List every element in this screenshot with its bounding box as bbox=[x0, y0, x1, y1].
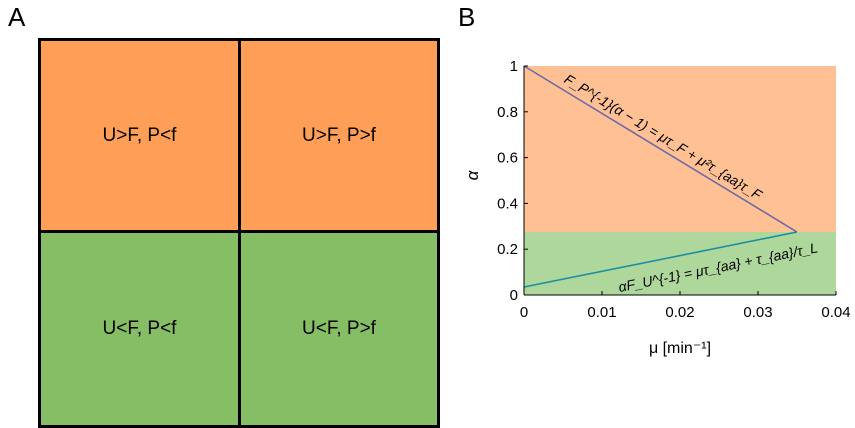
quadrant-top-left-label: U>F, P<f bbox=[102, 124, 177, 146]
quadrant-grid: U>F, P<f U>F, P>f U<F, P<f U<F, P>f bbox=[38, 38, 440, 428]
x-axis-label: μ [min⁻¹] bbox=[649, 340, 711, 357]
x-tick-label: 0.04 bbox=[821, 304, 850, 321]
x-tick-label: 0.01 bbox=[587, 304, 616, 321]
y-tick-label: 0 bbox=[510, 287, 518, 304]
x-tick-label: 0.02 bbox=[665, 304, 694, 321]
quadrant-bottom-left: U<F, P<f bbox=[38, 230, 241, 428]
y-tick-label: 1 bbox=[510, 58, 518, 75]
y-tick-label: 0.2 bbox=[497, 241, 518, 258]
quadrant-bottom-left-label: U<F, P<f bbox=[102, 318, 177, 339]
quadrant-top-right: U>F, P>f bbox=[238, 38, 440, 233]
phase-diagram-chart: 0 0.01 0.02 0.03 0.04 0 0.2 0.4 0.6 0.8 1 α μ [min⁻¹… bbox=[463, 58, 851, 357]
quadrant-bottom-right-label: U<F, P>f bbox=[302, 318, 376, 339]
region-0 bbox=[524, 66, 836, 233]
x-tick-label: 0.03 bbox=[743, 304, 772, 321]
panel-b-label: B bbox=[458, 2, 476, 32]
y-tick-label: 0.4 bbox=[497, 195, 518, 212]
quadrant-top-left: U>F, P<f bbox=[38, 38, 241, 233]
chart-series bbox=[523, 65, 798, 288]
x-tick-label: 0 bbox=[520, 304, 528, 321]
y-axis-label: α bbox=[463, 169, 482, 180]
panel-a-label: A bbox=[8, 2, 26, 32]
quadrant-top-right-label: U>F, P>f bbox=[302, 124, 376, 146]
chart-regions bbox=[524, 66, 836, 295]
quadrant-bottom-right: U<F, P>f bbox=[238, 230, 440, 428]
region-1 bbox=[524, 232, 836, 295]
y-tick-label: 0.6 bbox=[497, 150, 518, 167]
y-tick-label: 0.8 bbox=[497, 104, 518, 121]
series-line-1 bbox=[523, 231, 798, 288]
series-line-0 bbox=[523, 65, 798, 233]
chart-axes: 0 0.01 0.02 0.03 0.04 0 0.2 0.4 0.6 0.8 1 α μ [min⁻¹… bbox=[463, 58, 851, 357]
